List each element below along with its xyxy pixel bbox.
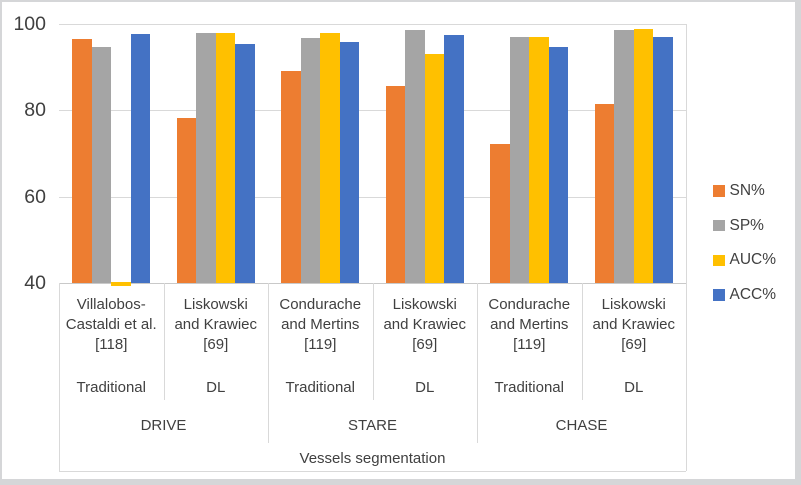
bar-sn-group2 bbox=[176, 118, 197, 283]
method-label-2: Liskowski and Krawiec [69] bbox=[174, 296, 258, 353]
legend: SN% SP% AUC% ACC% bbox=[713, 181, 776, 320]
legend-item-sn: SN% bbox=[713, 181, 776, 201]
axis-left-border bbox=[59, 283, 60, 471]
bar-auc-group6 bbox=[633, 28, 654, 283]
approach-label-2: DL bbox=[206, 379, 226, 396]
legend-label-sp: SP% bbox=[729, 216, 764, 234]
bar-sn-group4 bbox=[385, 86, 406, 283]
legend-swatch-auc-icon bbox=[713, 254, 725, 267]
dataset-label-drive: DRIVE bbox=[140, 417, 187, 434]
bar-sn-group3 bbox=[281, 71, 301, 283]
chart-title: Vessels segmentation bbox=[299, 450, 446, 467]
legend-swatch-sn-icon bbox=[713, 185, 725, 197]
separator-method-drive bbox=[163, 283, 165, 400]
separator-dataset-drive-stare bbox=[268, 283, 269, 443]
y-axis-tick-80: 80 bbox=[24, 99, 46, 121]
legend-item-auc: AUC% bbox=[713, 250, 776, 270]
legend-label-auc: AUC% bbox=[729, 251, 777, 269]
legend-item-acc: ACC% bbox=[713, 285, 776, 305]
separator-method-stare bbox=[372, 283, 374, 400]
bar-sp-group1 bbox=[91, 46, 112, 283]
approach-label-6: DL bbox=[624, 379, 644, 396]
bar-sp-group4 bbox=[405, 30, 425, 283]
bar-auc-group1 bbox=[111, 282, 131, 286]
bar-sp-group5 bbox=[509, 36, 530, 283]
bar-sn-group1 bbox=[72, 39, 92, 283]
separator-method-chase bbox=[581, 283, 583, 400]
bar-acc-group1 bbox=[130, 34, 151, 283]
bar-sn-group5 bbox=[490, 144, 510, 283]
approach-label-5: Traditional bbox=[494, 379, 564, 396]
approach-label-4: DL bbox=[415, 379, 435, 396]
legend-label-sn: SN% bbox=[729, 182, 765, 199]
gridline-100 bbox=[59, 24, 686, 25]
bar-sp-group2 bbox=[196, 33, 216, 283]
y-axis-tick-40: 40 bbox=[24, 271, 46, 294]
bar-auc-group3 bbox=[320, 32, 340, 283]
bar-sp-group3 bbox=[300, 38, 321, 283]
bar-acc-group5 bbox=[548, 47, 569, 283]
plot-right-border bbox=[686, 24, 687, 471]
bar-acc-group4 bbox=[444, 35, 464, 283]
bar-sn-group6 bbox=[594, 103, 615, 283]
dataset-label-chase: CHASE bbox=[555, 417, 608, 434]
plot-area bbox=[59, 24, 686, 286]
bar-acc-group2 bbox=[235, 43, 255, 283]
gridline-80 bbox=[59, 110, 686, 112]
method-label-5: Condurache and Mertins [119] bbox=[488, 296, 571, 353]
method-label-3: Condurache and Mertins [119] bbox=[279, 296, 362, 353]
separator-dataset-stare-chase bbox=[477, 283, 478, 443]
approach-label-1: Traditional bbox=[76, 379, 146, 396]
bar-sp-group6 bbox=[614, 30, 634, 283]
method-label-6: Liskowski and Krawiec [69] bbox=[592, 296, 676, 353]
method-label-1: Villalobos- Castaldi et al. [118] bbox=[65, 296, 157, 353]
y-axis-tick-60: 60 bbox=[24, 185, 46, 208]
gridline-60 bbox=[59, 196, 686, 198]
bar-auc-group2 bbox=[215, 32, 236, 283]
legend-label-acc: ACC% bbox=[729, 286, 777, 304]
bar-acc-group3 bbox=[339, 41, 360, 283]
legend-swatch-acc-icon bbox=[713, 289, 725, 301]
bar-auc-group4 bbox=[424, 54, 445, 283]
y-axis-tick-100: 100 bbox=[13, 13, 46, 35]
dataset-label-stare: STARE bbox=[348, 417, 397, 434]
legend-item-sp: SP% bbox=[713, 216, 776, 236]
method-label-4: Liskowski and Krawiec [69] bbox=[383, 296, 467, 353]
bar-auc-group5 bbox=[529, 36, 549, 283]
approach-label-3: Traditional bbox=[285, 379, 355, 396]
legend-swatch-sp-icon bbox=[713, 219, 725, 232]
axis-bottom-border bbox=[59, 471, 686, 472]
bar-acc-group6 bbox=[653, 37, 673, 283]
